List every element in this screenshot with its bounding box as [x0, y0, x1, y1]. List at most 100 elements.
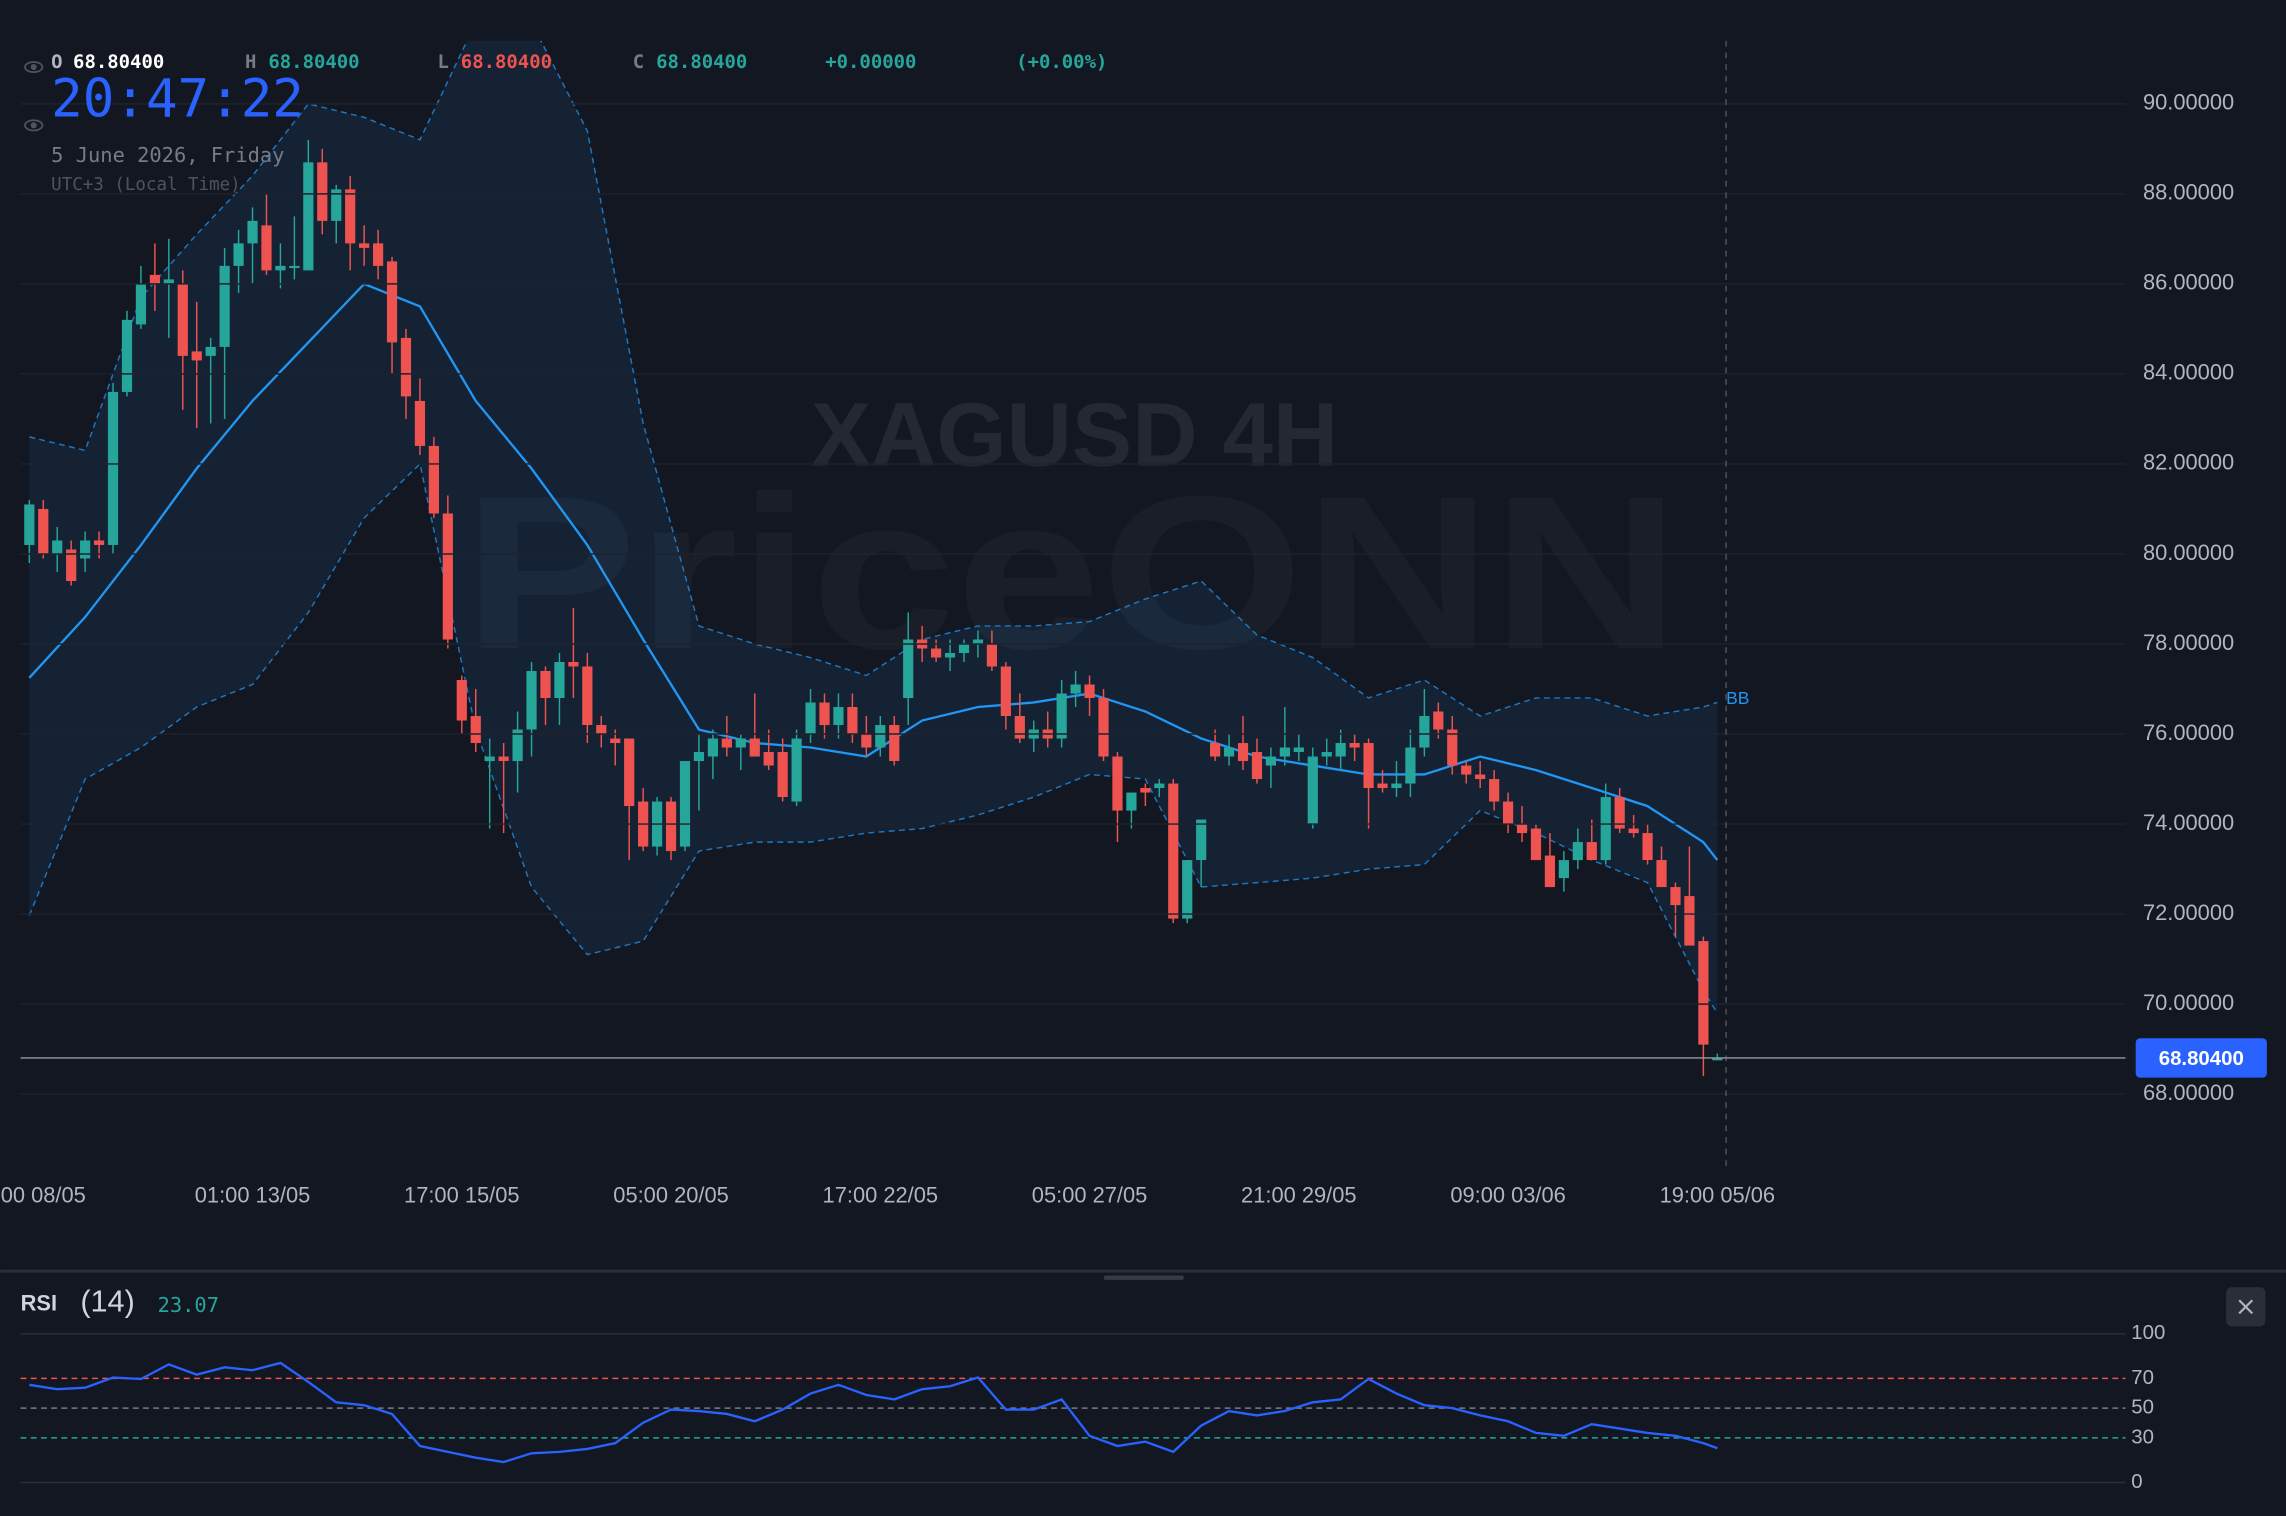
candle-body: [1168, 783, 1179, 919]
clock-date: 5 June 2026, Friday: [51, 143, 284, 167]
candle-body: [735, 738, 746, 748]
candle-body: [317, 162, 328, 221]
candle-body: [1405, 747, 1416, 784]
eye-icon: [24, 61, 44, 132]
candle-body: [693, 752, 705, 762]
clock-time: 20:47:22: [51, 69, 304, 130]
rsi-line: [29, 1361, 1718, 1464]
candle-body: [107, 391, 119, 545]
candle-body: [135, 283, 147, 325]
candle-body: [1377, 783, 1388, 789]
candle-body: [749, 738, 760, 757]
candle-body: [1656, 860, 1667, 888]
candle-body: [1572, 842, 1583, 861]
y-tick-label: 100: [2131, 1322, 2165, 1344]
candle-body: [596, 725, 607, 735]
x-tick-label: 05:00 27/05: [1032, 1183, 1147, 1208]
y-tick-label: 78.00000: [2143, 630, 2234, 655]
candle-body: [1293, 747, 1304, 753]
candle-body: [400, 337, 412, 397]
candle-body: [944, 652, 956, 658]
candle-body: [791, 738, 802, 802]
watermark-symbol: XAGUSD 4H: [811, 385, 1338, 486]
last-price-tag: [2135, 1038, 2267, 1078]
candle-body: [1558, 860, 1569, 879]
candle-body: [80, 540, 91, 559]
candle-body: [1223, 747, 1235, 757]
y-tick-label: 70.00000: [2143, 990, 2234, 1015]
candle-body: [1614, 797, 1625, 829]
candle-body: [1642, 833, 1653, 861]
candle-body: [582, 666, 593, 726]
candle-body: [1628, 828, 1639, 834]
rsi-title: RSI: [21, 1290, 57, 1315]
pane-resize-handle[interactable]: [1103, 1275, 1184, 1280]
candle-body: [833, 707, 844, 726]
candle-body: [1391, 783, 1402, 789]
candle-body: [345, 189, 356, 244]
clock-zone: UTC+3 (Local Time): [51, 175, 240, 195]
candle-body: [679, 761, 691, 847]
band-lower: [28, 462, 1718, 1014]
candle-body: [261, 225, 272, 271]
candle-body: [861, 734, 872, 748]
candle-body: [847, 707, 858, 735]
candle-body: [763, 752, 774, 766]
legend-value: 68.80400: [461, 51, 552, 73]
candle-body: [498, 756, 509, 762]
candle-body: [1237, 743, 1249, 762]
candle-body: [177, 283, 188, 356]
y-tick-label: 76.00000: [2143, 720, 2234, 745]
candle-body: [1140, 788, 1151, 793]
candle-body: [1014, 716, 1025, 739]
candle-body: [1349, 743, 1360, 748]
candle-body: [1335, 743, 1346, 757]
candle-body: [470, 716, 481, 744]
x-tick-label: 17:00 15/05: [404, 1183, 519, 1208]
candle-body: [428, 445, 439, 514]
candle-body: [1516, 824, 1528, 834]
candle-body: [1712, 1058, 1723, 1061]
close-icon: [2238, 1299, 2254, 1315]
x-tick-label: 09:00 03/06: [1450, 1183, 1565, 1208]
candle-body: [540, 671, 551, 699]
candle-body: [1084, 684, 1095, 699]
y-tick-label: 88.00000: [2143, 180, 2234, 205]
candle-body: [121, 319, 133, 392]
candle-body: [149, 274, 160, 284]
candle-body: [972, 639, 984, 644]
watermark-brand: PriceONN: [463, 451, 1680, 695]
legend-label: O: [51, 51, 62, 73]
candle-body: [1000, 666, 1011, 717]
legend-value: 68.80400: [73, 51, 164, 73]
rsi-current: 23.07: [158, 1293, 219, 1317]
candle-body: [52, 540, 63, 554]
candle-body: [1098, 698, 1109, 757]
candle-body: [889, 725, 900, 762]
legend-change-pct: (+0.00%): [1016, 51, 1107, 73]
candle-body: [372, 243, 384, 266]
candle-body: [707, 738, 718, 757]
candle-body: [1196, 819, 1207, 861]
y-tick-label: 90.00000: [2143, 90, 2234, 115]
y-tick-label: 70: [2131, 1367, 2154, 1389]
candle-body: [819, 702, 830, 726]
legend-label: L: [437, 51, 448, 73]
candle-body: [512, 729, 523, 762]
candle-body: [1307, 756, 1318, 825]
candle-body: [554, 662, 565, 699]
candle-body: [1279, 747, 1290, 757]
band-label: BB: [1726, 688, 1749, 708]
candle-body: [289, 265, 300, 269]
candle-body: [1489, 779, 1500, 802]
candle-body: [233, 243, 244, 266]
candle-body: [275, 265, 286, 271]
y-tick-label: 30: [2131, 1426, 2154, 1448]
y-tick-label: 74.00000: [2143, 810, 2234, 835]
y-tick-label: 86.00000: [2143, 270, 2234, 295]
candle-body: [777, 752, 788, 798]
candle-body: [665, 801, 677, 852]
